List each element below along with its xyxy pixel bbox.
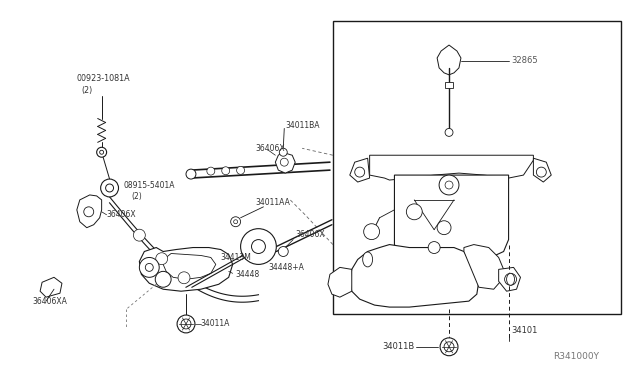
- Polygon shape: [437, 45, 461, 75]
- Circle shape: [207, 167, 215, 175]
- Text: 36406X: 36406X: [295, 230, 325, 239]
- Polygon shape: [370, 155, 533, 180]
- Text: 34011B: 34011B: [382, 342, 414, 351]
- Text: 00923-1081A: 00923-1081A: [77, 74, 131, 83]
- Circle shape: [230, 217, 241, 227]
- Circle shape: [445, 181, 453, 189]
- Text: 08915-5401A: 08915-5401A: [124, 180, 175, 189]
- Text: 34011BA: 34011BA: [285, 121, 320, 130]
- Polygon shape: [464, 244, 504, 289]
- Circle shape: [186, 169, 196, 179]
- Circle shape: [355, 167, 365, 177]
- Bar: [445, 82, 453, 88]
- Text: (2): (2): [131, 192, 142, 201]
- Text: R341000Y: R341000Y: [553, 352, 599, 361]
- Circle shape: [237, 166, 244, 174]
- Circle shape: [279, 148, 287, 156]
- Text: 34448+A: 34448+A: [268, 263, 304, 272]
- Text: 34011AA: 34011AA: [255, 198, 291, 207]
- Polygon shape: [275, 152, 295, 173]
- Text: 34101: 34101: [511, 326, 538, 336]
- Polygon shape: [499, 267, 520, 291]
- Circle shape: [278, 247, 288, 256]
- Circle shape: [364, 224, 380, 240]
- Circle shape: [536, 167, 547, 177]
- Ellipse shape: [507, 273, 515, 285]
- Circle shape: [106, 184, 113, 192]
- Circle shape: [177, 315, 195, 333]
- Circle shape: [428, 241, 440, 253]
- Bar: [333, 21, 621, 314]
- Ellipse shape: [363, 252, 372, 267]
- Polygon shape: [350, 158, 370, 182]
- Text: 36406X: 36406X: [107, 210, 136, 219]
- Circle shape: [241, 229, 276, 264]
- Text: 34448: 34448: [236, 270, 260, 279]
- Circle shape: [440, 338, 458, 356]
- Circle shape: [156, 253, 168, 264]
- Circle shape: [145, 263, 153, 271]
- Circle shape: [181, 319, 191, 329]
- Text: 34011A: 34011A: [201, 320, 230, 328]
- Text: (2): (2): [82, 86, 93, 95]
- Circle shape: [234, 220, 237, 224]
- Polygon shape: [394, 175, 509, 262]
- Circle shape: [445, 128, 453, 137]
- Polygon shape: [40, 277, 62, 297]
- Circle shape: [252, 240, 266, 253]
- Circle shape: [140, 257, 159, 277]
- Polygon shape: [77, 195, 102, 228]
- Polygon shape: [163, 253, 216, 279]
- Polygon shape: [350, 244, 479, 307]
- Circle shape: [504, 273, 516, 285]
- Text: 36406X: 36406X: [255, 144, 285, 153]
- Polygon shape: [328, 267, 352, 297]
- Circle shape: [439, 175, 459, 195]
- Circle shape: [133, 229, 145, 241]
- Circle shape: [84, 207, 93, 217]
- Circle shape: [444, 342, 454, 352]
- Circle shape: [97, 147, 107, 157]
- Polygon shape: [533, 158, 551, 182]
- Text: 32865: 32865: [511, 57, 538, 65]
- Circle shape: [100, 150, 104, 154]
- Circle shape: [437, 221, 451, 235]
- Circle shape: [100, 179, 118, 197]
- Polygon shape: [140, 247, 233, 291]
- Circle shape: [156, 271, 171, 287]
- Circle shape: [280, 158, 288, 166]
- Text: 36406XA: 36406XA: [32, 296, 67, 306]
- Circle shape: [178, 272, 190, 284]
- Text: 34413M: 34413M: [221, 253, 252, 262]
- Circle shape: [221, 167, 230, 175]
- Circle shape: [406, 204, 422, 220]
